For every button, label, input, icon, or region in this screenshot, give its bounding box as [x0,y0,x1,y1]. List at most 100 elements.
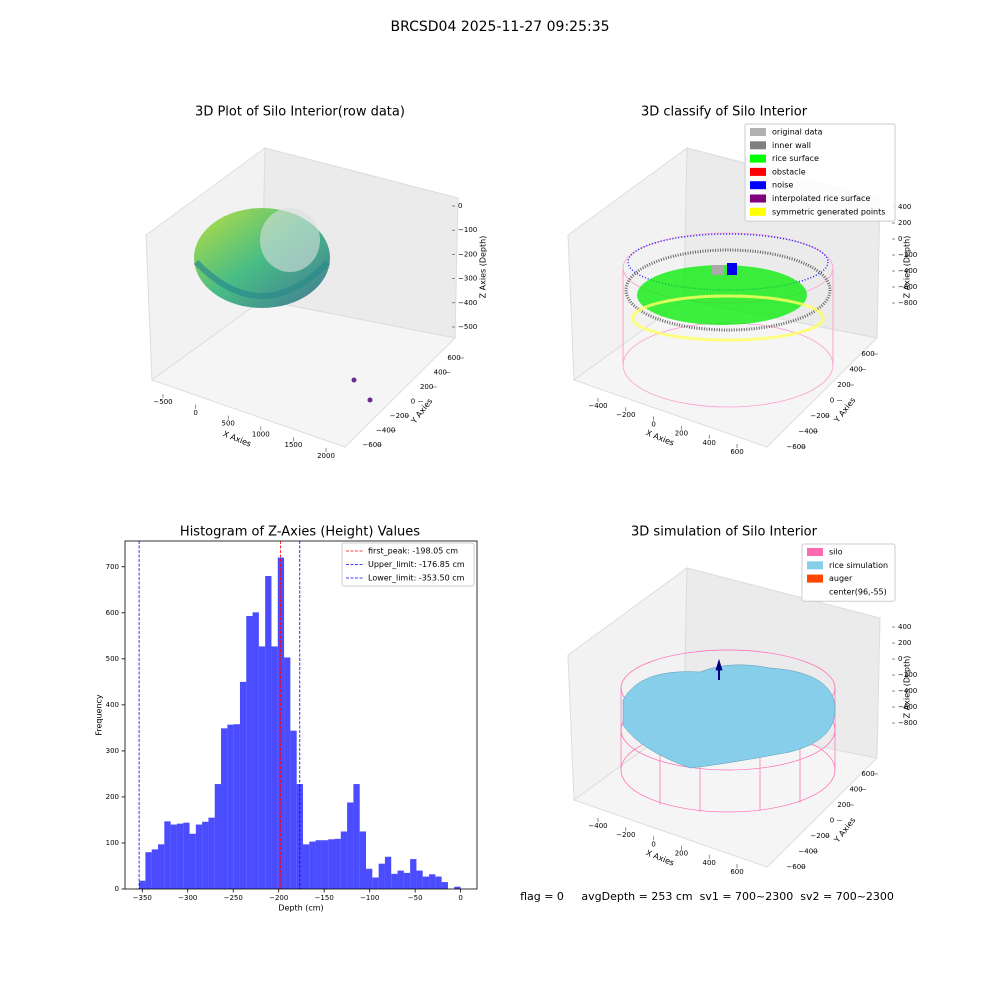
y-tick-label: −600 [786,863,805,871]
z-axis-label: Z Axies (Depth) [479,236,488,299]
axes-frame [124,540,478,890]
bar [189,833,196,889]
bar [315,840,322,889]
legend-label: center(96,-55) [829,587,887,596]
x-tick-label: −200 [616,411,635,419]
y-tick-label: −600 [362,441,381,449]
x-tick-label: 0 [651,420,655,428]
bar [328,839,335,889]
pane [150,299,457,448]
y-tick-label: −400 [798,848,817,856]
z-tick-label: −200 [898,251,917,259]
legend-label: first_peak: -198.05 cm [368,547,458,556]
bar [403,872,411,889]
x-axis-label: X Axies [222,429,253,448]
z-tick-label: −400 [458,299,477,307]
panel-title: 3D classify of Silo Interior [641,105,808,120]
bar [271,646,278,889]
legend-swatch [807,548,823,556]
legend-swatch [750,141,766,150]
bar [366,868,373,889]
z-tick-label: −500 [458,323,477,331]
legend-swatch [807,574,823,583]
bar [454,886,461,889]
x-tick-label: 0 [458,894,462,902]
y-tick-label: 0 [830,397,834,405]
x-tick-label: 200 [675,850,688,858]
y-tick-label: 500 [106,655,119,663]
x-tick-label: −50 [408,894,423,902]
bar [208,817,215,889]
bar [195,824,203,889]
x-tick-label: −150 [315,894,334,902]
bar [151,849,159,889]
y-tick-label: 0 [830,817,834,825]
legend-swatch [750,181,766,190]
x-tick-label: 200 [675,430,688,438]
x-tick-label: 0 [193,409,197,417]
x-tick-label: −400 [588,402,607,410]
y-tick-label: 600 [861,770,874,778]
x-tick-label: −300 [178,894,197,902]
z-tick-label: −400 [898,687,917,695]
bar [227,724,234,889]
bar [378,863,385,889]
y-tick-label: 600 [447,354,460,362]
bar [410,859,417,889]
x-tick-label: −200 [269,894,288,902]
bar [221,728,228,889]
legend-swatch [750,128,766,136]
bar [145,852,152,889]
z-tick-label: −400 [898,267,917,275]
y-tick-label: 0 [411,398,415,406]
bar [139,880,146,889]
y-tick-label: 200 [106,793,119,801]
y-tick-label: −200 [810,832,829,840]
legend-swatch [750,167,766,176]
legend-label: Upper_limit: -176.85 cm [368,560,465,569]
bar [158,844,165,889]
legend-swatch [807,561,823,570]
y-tick-label: 400 [106,701,119,709]
z-tick-label: −200 [898,671,917,679]
legend-box [744,123,896,222]
z-tick-label: −100 [458,226,477,234]
legend-label: symmetric generated points [772,207,885,216]
bar [252,612,259,889]
z-tick-label: −800 [898,719,917,727]
bar [397,870,404,889]
bar [176,823,184,889]
z-tick-label: 400 [898,623,911,631]
x-tick-label: −100 [360,894,379,902]
y-tick-label: 400 [434,369,447,377]
y-tick-label: 200 [837,381,850,389]
bar [284,657,291,889]
x-tick-label: 1500 [284,441,302,449]
y-tick-label: −400 [376,427,395,435]
bar [183,822,190,889]
bar [435,876,442,889]
bar [441,882,448,889]
z-tick-label: 400 [898,203,911,211]
bar [353,784,360,889]
bar [164,821,171,889]
y-axis-label: Y Axies [832,396,858,425]
x-tick-label: 2000 [317,452,335,460]
legend-box [801,543,896,602]
legend-box [341,542,475,587]
y-axis-label: Frequency [95,694,104,736]
bar [391,873,398,889]
bar [214,784,222,889]
x-tick-label: 0 [651,840,655,848]
legend-label: inner wall [772,141,811,150]
bar [239,681,247,889]
z-tick-label: −600 [898,283,917,291]
bar [265,575,272,889]
x-tick-label: −400 [588,822,607,830]
x-axis-label: X Axies [645,428,676,447]
bar [334,838,341,889]
legend-label: auger [829,574,853,583]
y-axis-label: Y Axies [832,816,858,845]
bar [309,841,316,889]
figure-title: BRCSD04 2025-11-27 09:25:35 [390,19,609,35]
